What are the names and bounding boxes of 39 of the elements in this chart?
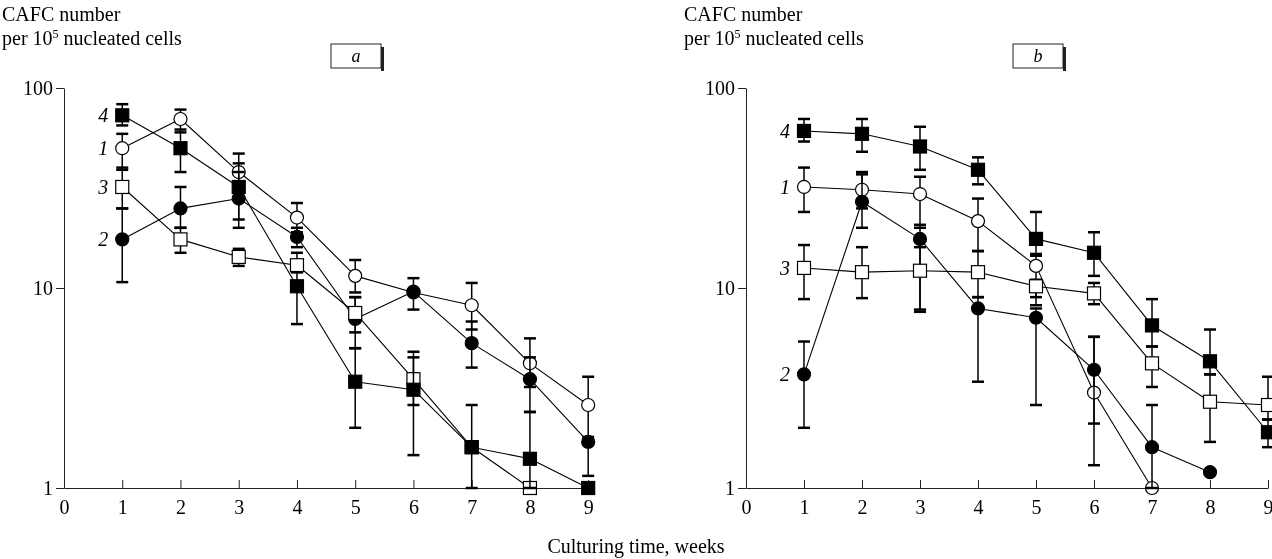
x-tick-label: 0: [59, 496, 70, 519]
series-label: 1: [780, 175, 790, 198]
y-tick-label: 100: [705, 76, 735, 99]
y-tick-label: 1: [43, 476, 53, 499]
x-tick-label: 3: [915, 496, 926, 519]
x-axis-title: Culturing time, weeks: [547, 535, 725, 558]
x-tick-label: 5: [1031, 496, 1042, 519]
y-tick-label: 100: [23, 76, 53, 99]
x-tick-label: 7: [1147, 496, 1158, 519]
x-tick-label: 6: [408, 496, 419, 519]
series-label: 3: [97, 175, 109, 198]
x-tick-label: 7: [467, 496, 478, 519]
series-label: 4: [98, 104, 109, 127]
x-tick-label: 2: [175, 496, 186, 519]
x-tick-label: 5: [350, 496, 361, 519]
y-tick-label: 10: [33, 276, 53, 299]
x-tick-label: 2: [857, 496, 868, 519]
y-tick-label: 1: [725, 476, 735, 499]
series-label: 2: [780, 363, 790, 386]
x-tick-label: 4: [973, 496, 984, 519]
y-axis-title: CAFC number per 10$^{5}$ nucleated cells: [684, 3, 865, 50]
y-tick-label: 10: [715, 276, 735, 299]
x-tick-label: 9: [583, 496, 594, 519]
chart-title: b: [1033, 46, 1043, 66]
x-tick-label: 8: [525, 496, 536, 519]
series-label: 3: [779, 256, 790, 279]
x-tick-label: 0: [741, 496, 752, 519]
x-tick-label: 1: [117, 496, 128, 519]
y-axis-title: CAFC number per 10$^{5}$ nucleated cells: [2, 3, 183, 50]
x-tick-label: 3: [234, 496, 245, 519]
x-tick-label: 1: [799, 496, 810, 519]
series-label: 1: [98, 137, 109, 160]
series-label: 4: [780, 119, 790, 142]
series-label: 2: [98, 228, 109, 251]
chart-title: a: [351, 46, 361, 66]
x-tick-label: 8: [1205, 496, 1216, 519]
x-tick-label: 9: [1263, 496, 1272, 519]
x-tick-label: 4: [292, 496, 303, 519]
x-tick-label: 6: [1089, 496, 1100, 519]
